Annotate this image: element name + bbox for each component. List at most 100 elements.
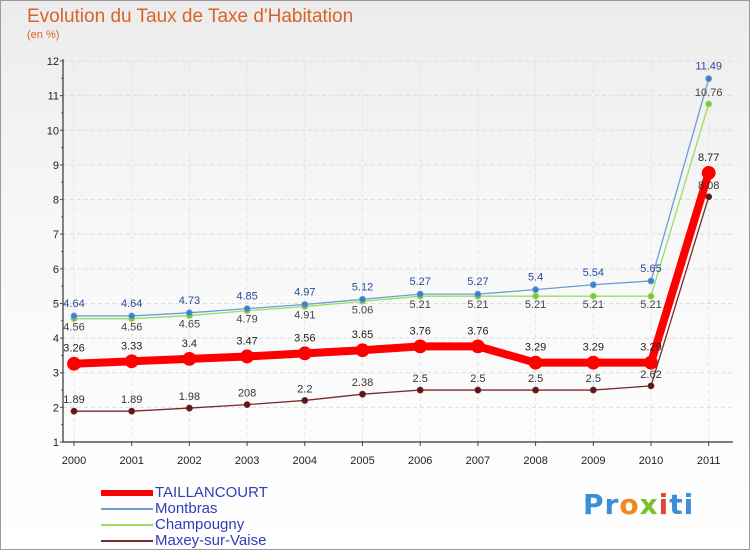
data-point-maxey-sur-vaise [128,407,136,415]
y-tick-label: 7 [53,229,59,241]
x-tick-label: 2003 [235,455,259,467]
chart-subtitle: (en %) [27,29,60,41]
data-label-champougny: 5.21 [640,299,661,311]
x-tick-label: 2004 [293,455,317,467]
x-tick-label: 2002 [177,455,201,467]
data-label-taillancourt: 3.56 [294,332,315,344]
data-label-taillancourt: 3.29 [640,342,661,354]
data-label-maxey-sur-vaise: 2.5 [528,373,543,385]
data-point-montbras [705,75,713,83]
data-label-maxey-sur-vaise: 2.5 [470,373,485,385]
data-label-champougny: 5.21 [409,299,430,311]
y-tick-label: 3 [53,368,59,380]
data-point-taillancourt [124,354,139,369]
y-tick-label: 12 [47,56,59,68]
data-point-montbras [128,312,136,320]
x-tick-label: 2008 [523,455,547,467]
data-point-maxey-sur-vaise [416,386,424,394]
data-point-maxey-sur-vaise [589,386,597,394]
data-point-maxey-sur-vaise [474,386,482,394]
data-label-maxey-sur-vaise: 2.5 [586,373,601,385]
data-point-taillancourt [182,351,197,366]
data-point-taillancourt [644,355,658,370]
legend-swatch-taillancourt [101,490,153,496]
data-point-montbras [70,312,78,320]
data-label-maxey-sur-vaise: 2.2 [297,383,312,395]
data-label-taillancourt: 3.47 [236,335,257,347]
data-point-montbras [243,305,251,313]
x-tick-label: 2011 [697,455,721,467]
data-label-montbras: 5.12 [352,281,373,293]
data-label-montbras: 5.54 [583,267,604,279]
data-label-montbras: 4.97 [294,286,315,298]
data-label-montbras: 5.27 [467,276,488,288]
data-label-champougny: 5.21 [467,299,488,311]
data-label-montbras: 11.49 [695,61,722,73]
data-label-champougny: 10.76 [695,87,723,99]
data-point-champougny [705,100,713,108]
y-tick-label: 6 [53,264,59,276]
data-point-maxey-sur-vaise [647,382,655,390]
data-point-maxey-sur-vaise [532,386,539,394]
legend-item-champougny[interactable]: Champougny [101,516,361,533]
data-point-taillancourt [355,343,370,358]
data-label-taillancourt: 3.76 [467,325,488,337]
data-label-montbras: 4.73 [179,295,200,307]
series-line-maxey-sur-vaise [73,196,710,412]
data-label-maxey-sur-vaise: 208 [238,388,256,400]
y-tick-label: 11 [48,91,59,103]
data-point-taillancourt [528,355,543,370]
data-point-taillancourt [701,165,716,180]
data-point-champougny [589,292,597,300]
x-tick-label: 2001 [119,455,143,467]
data-label-taillancourt: 3.76 [409,325,430,337]
data-label-maxey-sur-vaise: 1.89 [63,394,84,406]
data-label-champougny: 4.79 [236,314,257,326]
x-tick-label: 2007 [466,455,490,467]
data-label-montbras: 5.65 [640,263,661,275]
series-line-taillancourt [70,168,713,368]
data-point-montbras [185,309,193,317]
data-point-taillancourt [470,339,485,354]
data-label-taillancourt: 3.29 [525,342,546,354]
data-label-maxey-sur-vaise: 2.38 [352,377,373,389]
data-point-montbras [359,295,366,303]
data-point-taillancourt [586,355,601,370]
proxiti-logo: Proxiti [583,488,695,521]
data-label-maxey-sur-vaise: 2.5 [413,373,428,385]
data-label-taillancourt: 3.65 [352,329,373,341]
legend-label-maxey-sur-vaise: Maxey-sur-Vaise [155,532,267,549]
y-tick-label: 4 [53,333,59,345]
legend-label-montbras: Montbras [155,500,218,517]
data-point-montbras [301,301,309,308]
data-point-taillancourt [413,339,428,354]
data-label-maxey-sur-vaise: 8.08 [698,180,719,192]
data-label-taillancourt: 3.33 [121,340,142,352]
data-label-champougny: 4.56 [63,322,84,334]
legend-swatch-champougny [101,524,153,526]
data-point-montbras [416,290,424,298]
data-label-montbras: 4.85 [236,291,257,303]
data-point-maxey-sur-vaise [301,397,309,404]
data-point-montbras [532,286,539,294]
data-label-champougny: 5.21 [583,299,604,311]
legend-item-maxey-sur-vaise[interactable]: Maxey-sur-Vaise [101,532,361,549]
data-point-montbras [474,290,482,298]
y-tick-label: 5 [53,298,59,310]
data-point-taillancourt [297,346,312,361]
data-label-maxey-sur-vaise: 1.89 [121,394,142,406]
data-point-maxey-sur-vaise [705,193,713,201]
legend-label-champougny: Champougny [155,516,245,533]
series-line-montbras [73,78,710,317]
data-point-maxey-sur-vaise [243,401,251,408]
data-label-taillancourt: 8.77 [698,152,719,164]
x-tick-label: 2009 [581,455,605,467]
data-label-montbras: 5.27 [409,276,430,288]
legend-item-montbras[interactable]: Montbras [101,500,361,517]
data-label-maxey-sur-vaise: 1.98 [179,391,200,403]
legend-item-taillancourt[interactable]: TAILLANCOURT [101,484,361,501]
y-tick-label: 10 [47,125,59,137]
data-point-taillancourt [67,356,81,371]
y-tick-label: 1 [53,437,59,449]
